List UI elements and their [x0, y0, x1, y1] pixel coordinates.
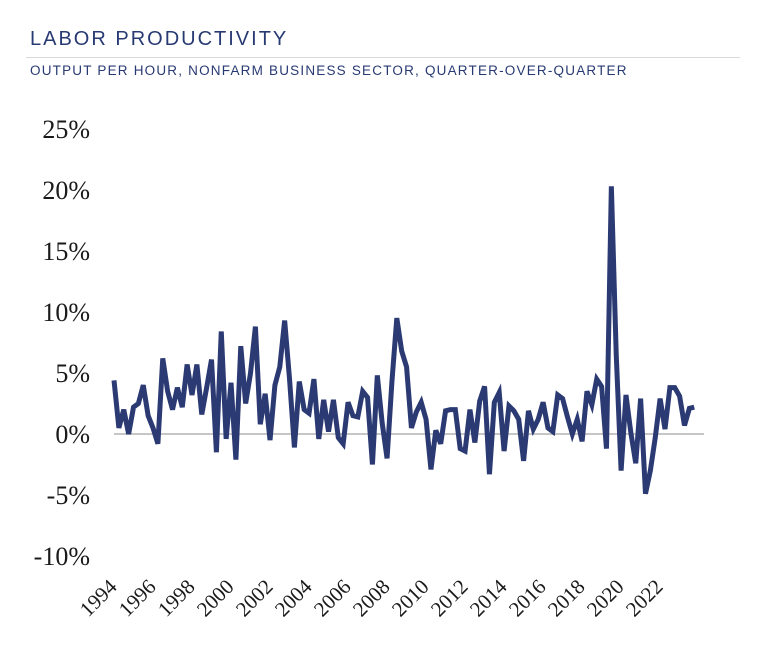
x-tick-label: 2020: [582, 575, 629, 622]
y-tick-label: 5%: [55, 359, 90, 388]
chart-subtitle: OUTPUT PER HOUR, NONFARM BUSINESS SECTOR…: [30, 63, 628, 78]
y-axis: 25% 20% 15% 10% 5% 0% -5% -10%: [34, 115, 90, 571]
y-tick-label: 15%: [42, 237, 90, 266]
x-tick-label: 2006: [309, 575, 356, 622]
x-tick-label: 2000: [192, 575, 239, 622]
x-tick-label: 2018: [543, 575, 590, 622]
x-tick-label: 1994: [75, 574, 122, 621]
x-tick-label: 2012: [426, 575, 473, 622]
x-tick-label: 2002: [231, 575, 278, 622]
x-tick-label: 2016: [504, 575, 551, 622]
x-axis: 1994199619982000200220042006200820102012…: [75, 574, 668, 621]
y-tick-label: 25%: [42, 115, 90, 144]
y-tick-label: -10%: [34, 542, 90, 571]
x-tick-label: 2014: [465, 574, 512, 621]
x-tick-label: 2004: [270, 574, 317, 621]
x-tick-label: 2022: [621, 575, 668, 622]
chart-title: LABOR PRODUCTIVITY: [30, 28, 289, 50]
x-tick-label: 2010: [387, 575, 434, 622]
y-tick-label: 10%: [42, 298, 90, 327]
y-tick-label: 0%: [55, 420, 90, 449]
series-line-productivity: [111, 186, 695, 495]
y-tick-label: -5%: [47, 481, 90, 510]
x-tick-label: 1998: [153, 575, 200, 622]
x-tick-label: 1996: [114, 575, 161, 622]
x-tick-label: 2008: [348, 575, 395, 622]
y-tick-label: 20%: [42, 176, 90, 205]
title-divider: [26, 57, 740, 58]
